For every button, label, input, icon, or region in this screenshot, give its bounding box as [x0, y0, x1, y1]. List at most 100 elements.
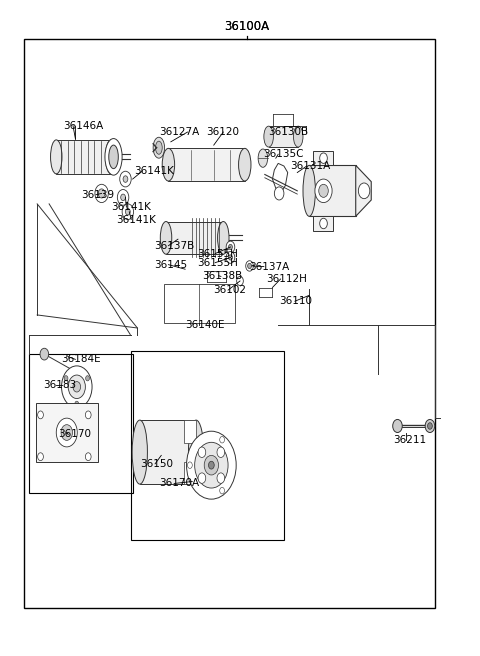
Circle shape: [319, 184, 328, 197]
Polygon shape: [313, 151, 333, 165]
Circle shape: [120, 171, 131, 187]
Bar: [131, 351, 284, 541]
Circle shape: [220, 436, 225, 443]
Text: 36131A: 36131A: [290, 161, 330, 171]
Ellipse shape: [105, 138, 122, 175]
Ellipse shape: [239, 148, 251, 181]
Circle shape: [37, 411, 43, 419]
Text: 36141K: 36141K: [111, 202, 151, 212]
Ellipse shape: [106, 140, 117, 174]
Circle shape: [40, 348, 48, 360]
Bar: [29, 354, 133, 493]
Circle shape: [217, 473, 225, 483]
Circle shape: [226, 251, 235, 263]
Circle shape: [61, 424, 72, 440]
Ellipse shape: [303, 165, 315, 216]
Bar: [166, 222, 223, 254]
Text: 36130B: 36130B: [269, 127, 309, 137]
Text: 36102: 36102: [213, 285, 246, 295]
Polygon shape: [273, 163, 288, 194]
Circle shape: [117, 190, 129, 205]
Ellipse shape: [132, 420, 147, 484]
Circle shape: [73, 382, 81, 392]
Circle shape: [320, 218, 327, 229]
Circle shape: [204, 455, 218, 475]
Circle shape: [61, 366, 92, 407]
Text: 36145: 36145: [154, 260, 187, 270]
Ellipse shape: [50, 140, 62, 174]
Circle shape: [85, 411, 91, 419]
Text: 36112H: 36112H: [266, 274, 307, 284]
Circle shape: [56, 418, 77, 447]
Text: 36170: 36170: [58, 430, 91, 440]
Circle shape: [95, 184, 108, 203]
Text: 36100A: 36100A: [225, 20, 270, 33]
Text: 36100A: 36100A: [225, 20, 270, 33]
Circle shape: [195, 442, 228, 488]
Ellipse shape: [162, 148, 175, 181]
Circle shape: [220, 487, 225, 494]
Ellipse shape: [217, 222, 229, 254]
Ellipse shape: [293, 126, 303, 147]
Text: 36110: 36110: [280, 297, 312, 306]
Ellipse shape: [160, 222, 172, 254]
Text: 36141K: 36141K: [134, 166, 174, 176]
Ellipse shape: [153, 137, 165, 158]
Text: 36140E: 36140E: [185, 319, 225, 330]
Text: 36141K: 36141K: [116, 215, 156, 224]
Circle shape: [75, 401, 79, 406]
Bar: [24, 39, 435, 607]
Circle shape: [359, 183, 370, 199]
Text: 36135C: 36135C: [263, 150, 303, 159]
Text: 36137B: 36137B: [154, 241, 194, 251]
Text: 36150: 36150: [140, 459, 173, 469]
Polygon shape: [356, 165, 371, 216]
Circle shape: [246, 260, 253, 271]
Circle shape: [320, 153, 327, 163]
Bar: [36, 403, 98, 462]
Circle shape: [68, 375, 85, 399]
Circle shape: [85, 453, 91, 461]
Text: 36137A: 36137A: [250, 262, 290, 272]
Circle shape: [37, 453, 43, 461]
Circle shape: [98, 189, 105, 198]
Ellipse shape: [156, 141, 162, 154]
Circle shape: [74, 369, 79, 376]
Circle shape: [188, 462, 192, 468]
Circle shape: [226, 241, 235, 253]
Circle shape: [125, 209, 130, 215]
Circle shape: [248, 263, 252, 268]
Text: 36139: 36139: [82, 190, 115, 199]
Text: 36138B: 36138B: [202, 271, 242, 281]
Circle shape: [85, 376, 89, 381]
Circle shape: [393, 419, 402, 432]
Bar: [56, 140, 111, 174]
Text: 36155H: 36155H: [197, 249, 238, 258]
Circle shape: [198, 473, 206, 483]
Ellipse shape: [189, 420, 204, 484]
Text: 36211: 36211: [393, 436, 426, 445]
Bar: [140, 420, 196, 484]
Ellipse shape: [264, 126, 274, 147]
Circle shape: [425, 419, 435, 432]
Text: 36184E: 36184E: [61, 354, 101, 364]
Circle shape: [122, 204, 133, 220]
Text: 36127A: 36127A: [159, 127, 199, 137]
Circle shape: [198, 447, 206, 457]
Circle shape: [428, 422, 432, 429]
Text: 36170A: 36170A: [159, 478, 199, 489]
Circle shape: [187, 431, 236, 499]
Text: 36183: 36183: [43, 380, 76, 390]
Bar: [309, 165, 356, 216]
Bar: [164, 283, 235, 323]
Circle shape: [228, 255, 232, 260]
Text: 36120: 36120: [206, 127, 240, 137]
Bar: [168, 148, 245, 181]
Polygon shape: [313, 216, 333, 231]
Bar: [184, 420, 196, 443]
Ellipse shape: [109, 145, 118, 169]
Bar: [269, 126, 298, 147]
Circle shape: [64, 376, 68, 381]
Text: 36146A: 36146A: [63, 121, 104, 131]
Circle shape: [208, 461, 214, 469]
